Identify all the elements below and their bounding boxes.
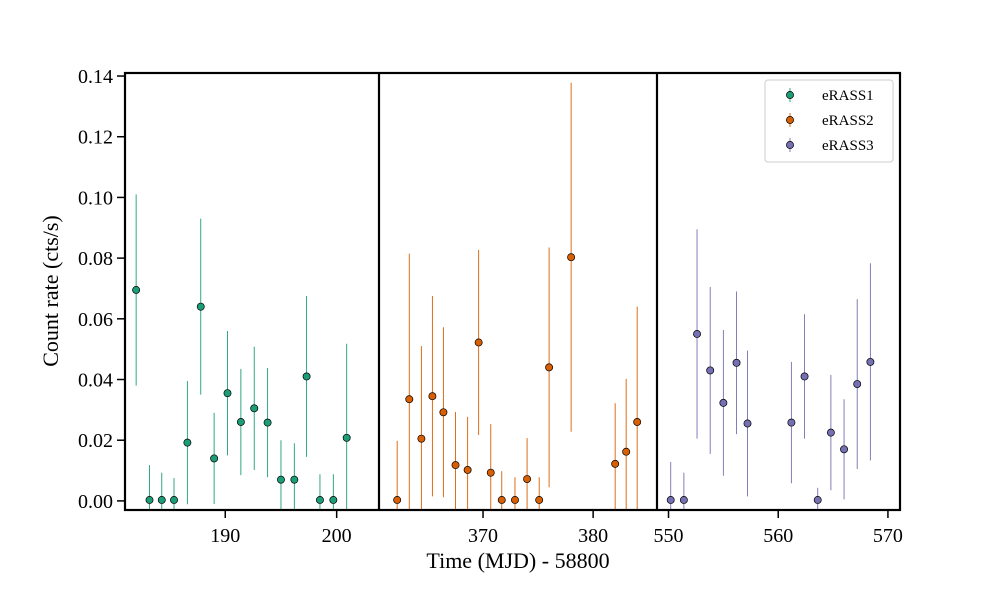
data-point: [342, 433, 351, 442]
x-tick-label: 550: [654, 525, 684, 547]
data-point: [302, 372, 311, 381]
data-point: [826, 428, 835, 437]
data-point: [196, 302, 205, 311]
data-point: [666, 496, 675, 504]
data-point: [417, 434, 426, 443]
y-tick-label: 0.14: [78, 66, 113, 88]
data-point: [633, 418, 642, 426]
data-point: [183, 438, 192, 447]
legend-label: eRASS3: [822, 138, 874, 154]
plot-layer: 0.00 0.02 0.04 0.06 0.08 0.10 0.12 0.14 190 200 37…: [78, 66, 903, 547]
x-tick-label: 570: [873, 525, 903, 547]
x-tick-label: 560: [763, 525, 793, 547]
x-tick-label: 190: [210, 525, 240, 547]
data-point: [451, 461, 460, 470]
data-point: [840, 445, 848, 454]
data-point: [145, 496, 154, 504]
legend-marker: [786, 91, 794, 99]
data-point: [132, 286, 141, 294]
data-point: [679, 496, 688, 504]
legend-label: eRASS2: [822, 113, 874, 129]
data-point: [787, 418, 796, 427]
data-point: [277, 475, 285, 484]
data-point: [853, 380, 862, 389]
data-point: [535, 496, 544, 504]
y-tick-label: 0.12: [78, 127, 113, 149]
legend-marker: [786, 116, 794, 124]
data-point: [428, 392, 437, 401]
data-point: [463, 465, 472, 474]
y-tick-label: 0.00: [78, 491, 113, 513]
y-tick-label: 0.02: [78, 430, 113, 452]
x-tick-label: 370: [468, 525, 498, 547]
data-point: [800, 372, 809, 381]
data-point: [497, 496, 506, 504]
data-point: [693, 330, 701, 338]
y-tick-label: 0.06: [78, 309, 113, 331]
data-point: [486, 468, 495, 477]
data-point: [393, 496, 402, 504]
data-point: [813, 496, 822, 504]
legend-box: [764, 79, 894, 163]
y-tick-label: 0.08: [78, 248, 113, 270]
data-point: [545, 363, 554, 372]
legend-label: eRASS1: [822, 88, 874, 104]
data-point: [511, 496, 519, 504]
plot-frame: [123, 71, 902, 512]
data-point: [236, 418, 245, 426]
y-axis-label: Count rate (cts/s): [38, 215, 63, 367]
data-point: [210, 454, 219, 463]
data-point: [263, 418, 272, 427]
x-tick-label: 200: [322, 525, 352, 547]
data-point: [250, 404, 259, 413]
data-point: [706, 366, 715, 375]
data-point: [170, 496, 178, 504]
data-point: [157, 496, 166, 504]
data-point: [719, 398, 728, 407]
legend-marker: [786, 141, 794, 149]
data-point: [439, 408, 448, 417]
y-tick-label: 0.04: [78, 370, 113, 392]
data-point: [405, 395, 414, 404]
data-point: [329, 496, 338, 504]
data-point: [223, 389, 232, 398]
data-point: [474, 338, 483, 347]
data-point: [316, 496, 324, 504]
data-point: [567, 253, 576, 262]
data-point: [611, 459, 620, 468]
data-point: [523, 475, 532, 483]
data-point: [290, 475, 299, 484]
data-point: [732, 358, 741, 367]
data-point: [866, 357, 875, 366]
data-point: [743, 419, 752, 428]
x-axis-label: Time (MJD) - 58800: [426, 548, 609, 573]
x-tick-label: 380: [578, 525, 608, 547]
y-tick-label: 0.10: [78, 187, 113, 209]
data-point: [622, 447, 631, 456]
